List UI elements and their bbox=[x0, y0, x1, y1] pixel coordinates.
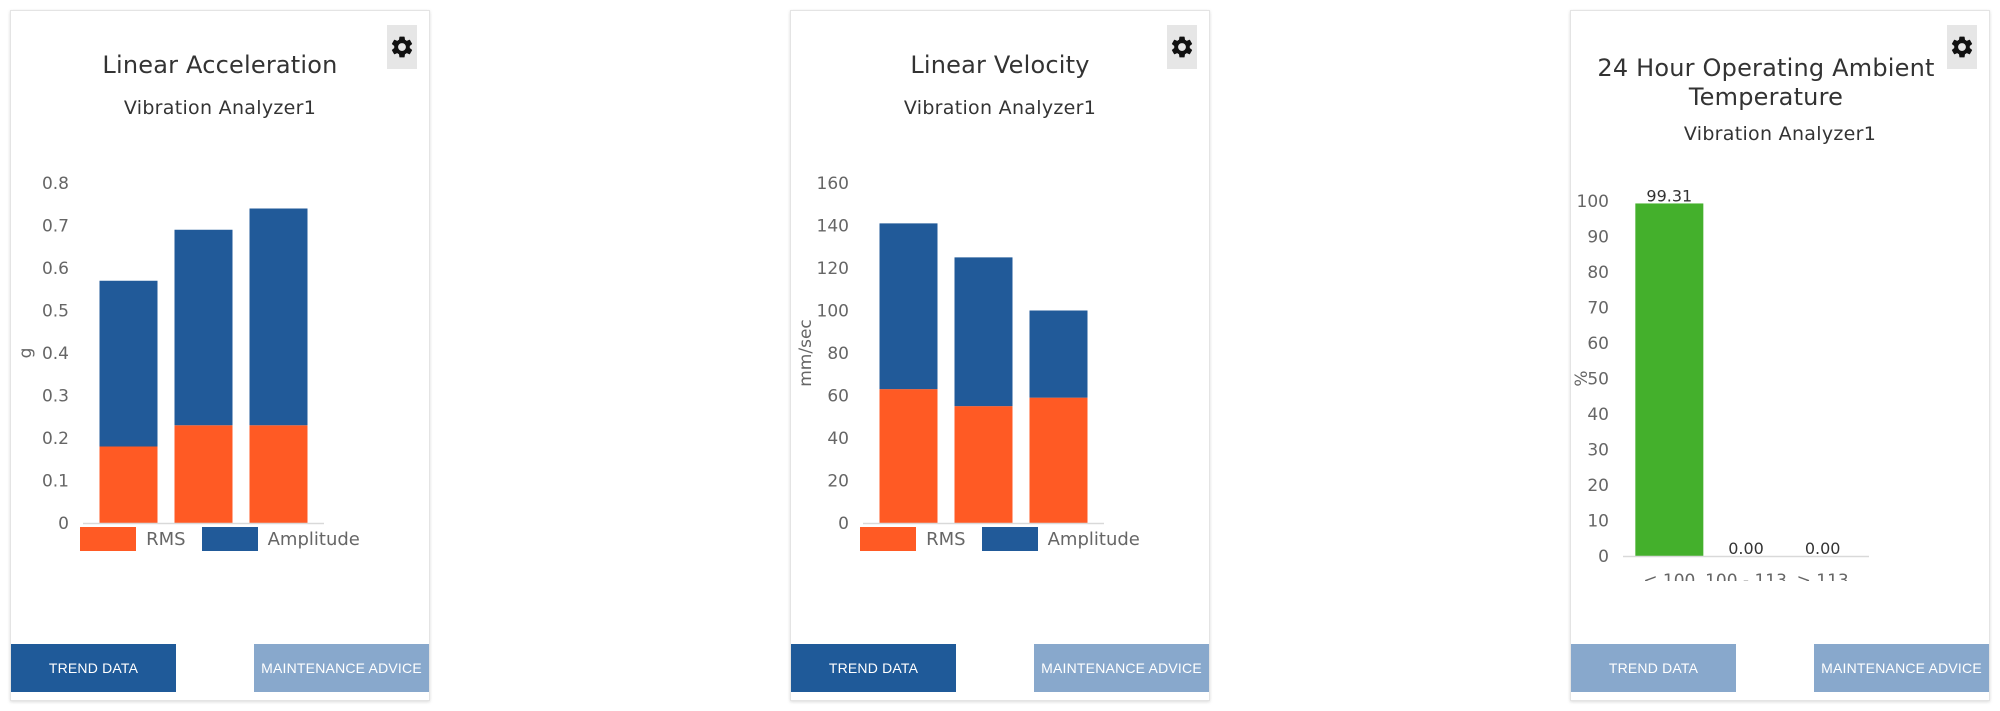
y-tick-label: 60 bbox=[827, 387, 849, 407]
y-tick-label: 140 bbox=[817, 217, 849, 237]
bar-amplitude-x bbox=[879, 223, 938, 390]
y-tick-label: 20 bbox=[827, 472, 849, 492]
linear-acceleration-card: Linear Acceleration Vibration Analyzer1 … bbox=[10, 10, 430, 701]
settings-button[interactable] bbox=[1947, 25, 1977, 69]
y-tick-label: 0 bbox=[58, 514, 69, 531]
y-tick-label: 0.2 bbox=[42, 429, 69, 449]
legend-swatch-rms bbox=[860, 527, 917, 551]
legend-item-rms[interactable]: RMS bbox=[860, 527, 966, 551]
y-tick-label: 60 bbox=[1587, 334, 1609, 354]
x-tick-label: > 113 bbox=[1797, 571, 1849, 581]
ambient-temperature-card: 24 Hour Operating Ambient Temperature Vi… bbox=[1570, 10, 1990, 701]
linear-velocity-card: Linear Velocity Vibration Analyzer1 0 20 4… bbox=[790, 10, 1210, 701]
trend-data-button[interactable]: TREND DATA bbox=[1571, 644, 1736, 692]
y-axis-label: mm/sec bbox=[796, 319, 816, 387]
legend-item-amplitude[interactable]: Amplitude bbox=[981, 527, 1140, 551]
y-tick-label: 0.5 bbox=[42, 302, 69, 322]
settings-button[interactable] bbox=[1167, 25, 1197, 69]
bar-rms-x bbox=[879, 389, 938, 523]
bar-amplitude-z bbox=[249, 208, 308, 426]
y-tick-label: 0.3 bbox=[42, 387, 69, 407]
y-tick-label: 50 bbox=[1587, 370, 1609, 390]
y-tick-label: 0.4 bbox=[42, 344, 69, 364]
legend-label-amplitude: Amplitude bbox=[267, 528, 360, 550]
maintenance-advice-button[interactable]: MAINTENANCE ADVICE bbox=[254, 644, 429, 692]
y-tick-label: 40 bbox=[827, 429, 849, 449]
legend-swatch-rms bbox=[80, 527, 137, 551]
y-tick-label: 100 bbox=[1577, 192, 1609, 212]
chart-title: Linear Acceleration bbox=[102, 51, 338, 79]
chart-legend: RMS Amplitude bbox=[11, 527, 429, 551]
legend-swatch-amplitude bbox=[201, 527, 258, 551]
chart-title: 24 Hour Operating Ambient Temperature bbox=[1597, 54, 1935, 111]
y-tick-label: 0 bbox=[838, 514, 849, 531]
trend-data-button[interactable]: TREND DATA bbox=[11, 644, 176, 692]
y-tick-label: 90 bbox=[1587, 228, 1609, 248]
chart-subtitle: Vibration Analyzer1 bbox=[903, 97, 1097, 119]
data-label: 0.00 bbox=[1805, 539, 1841, 558]
ambient-temperature-chart: 0 10 20 30 40 50 60 70 80 90 100% 99.31 < 100 0.00 100… bbox=[1572, 186, 1869, 581]
y-tick-label: 0.7 bbox=[42, 217, 69, 237]
gear-icon bbox=[1171, 36, 1193, 58]
bar-amplitude-z bbox=[1029, 310, 1088, 398]
chart-subtitle: Vibration Analyzer1 bbox=[1683, 123, 1877, 145]
y-axis-label: % bbox=[1572, 370, 1592, 386]
y-tick-label: 120 bbox=[817, 259, 849, 279]
y-tick-label: 40 bbox=[1587, 405, 1609, 425]
y-tick-label: 0.6 bbox=[42, 259, 69, 279]
y-tick-label: 160 bbox=[817, 174, 849, 194]
bar-rms-y bbox=[174, 425, 233, 523]
gear-icon bbox=[391, 36, 413, 58]
bar-amplitude-y bbox=[954, 257, 1013, 407]
bar-rms-y bbox=[954, 406, 1013, 523]
legend-label-amplitude: Amplitude bbox=[1047, 528, 1140, 550]
settings-button[interactable] bbox=[387, 25, 417, 69]
y-tick-label: 80 bbox=[1587, 263, 1609, 283]
x-tick-label: < 100 bbox=[1643, 571, 1695, 581]
trend-data-button[interactable]: TREND DATA bbox=[791, 644, 956, 692]
bar-100 bbox=[1635, 203, 1704, 556]
legend-item-rms[interactable]: RMS bbox=[80, 527, 186, 551]
legend-swatch-amplitude bbox=[981, 527, 1038, 551]
legend-label-rms: RMS bbox=[146, 528, 186, 550]
chart-subtitle: Vibration Analyzer1 bbox=[123, 97, 317, 119]
chart-legend: RMS Amplitude bbox=[791, 527, 1209, 551]
y-axis-label: g bbox=[16, 348, 36, 359]
x-tick-label: 100 - 113 bbox=[1705, 571, 1787, 581]
y-tick-label: 100 bbox=[817, 302, 849, 322]
y-tick-label: 70 bbox=[1587, 299, 1609, 319]
bar-amplitude-y bbox=[174, 229, 233, 426]
y-tick-label: 10 bbox=[1587, 512, 1609, 532]
y-tick-label: 0 bbox=[1598, 547, 1609, 567]
y-tick-label: 30 bbox=[1587, 441, 1609, 461]
maintenance-advice-button[interactable]: MAINTENANCE ADVICE bbox=[1034, 644, 1209, 692]
data-label: 99.31 bbox=[1646, 186, 1692, 205]
y-tick-label: 0.1 bbox=[42, 472, 69, 492]
bar-rms-z bbox=[249, 425, 308, 523]
y-tick-label: 80 bbox=[827, 344, 849, 364]
linear-acceleration-chart: 00.10.20.30.40.50.60.70.8gXYZ bbox=[16, 174, 324, 531]
legend-label-rms: RMS bbox=[926, 528, 966, 550]
bar-rms-z bbox=[1029, 397, 1088, 523]
bar-rms-x bbox=[99, 446, 158, 523]
data-label: 0.00 bbox=[1728, 539, 1764, 558]
y-tick-label: 0.8 bbox=[42, 174, 69, 194]
bar-amplitude-x bbox=[99, 280, 158, 447]
y-tick-label: 20 bbox=[1587, 476, 1609, 496]
maintenance-advice-button[interactable]: MAINTENANCE ADVICE bbox=[1814, 644, 1989, 692]
gear-icon bbox=[1951, 36, 1973, 58]
legend-item-amplitude[interactable]: Amplitude bbox=[201, 527, 360, 551]
chart-title: Linear Velocity bbox=[910, 51, 1090, 79]
